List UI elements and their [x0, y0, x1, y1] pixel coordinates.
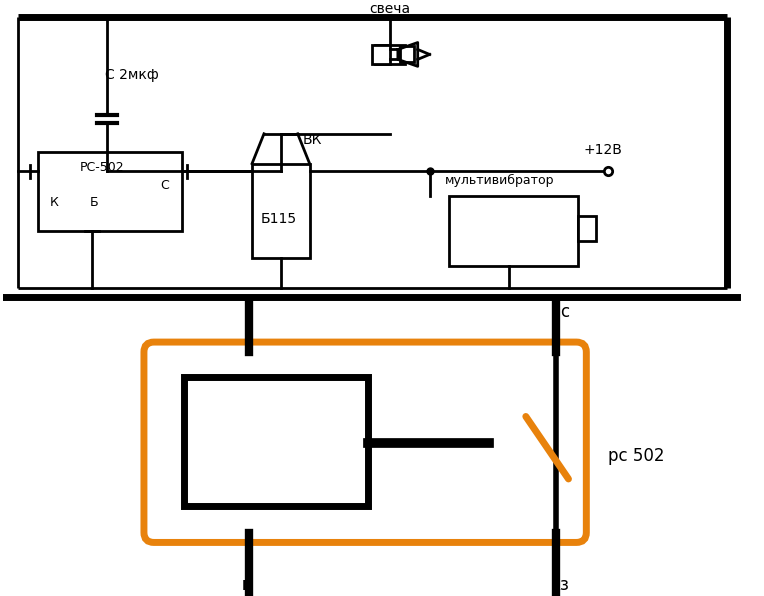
Text: свеча: свеча: [369, 2, 410, 15]
Text: Б: Б: [89, 196, 98, 209]
Bar: [372, 45, 390, 64]
Bar: [578, 216, 596, 241]
Text: ВК: ВК: [303, 133, 322, 147]
Text: РС-502: РС-502: [79, 162, 124, 175]
FancyBboxPatch shape: [144, 342, 586, 542]
Text: кз: кз: [551, 576, 569, 594]
Bar: [252, 163, 309, 257]
Bar: [183, 377, 368, 506]
Text: +12В: +12В: [584, 142, 622, 157]
Text: Б115: Б115: [261, 212, 297, 226]
Bar: [375, 45, 405, 64]
Bar: [37, 151, 182, 231]
Text: мультивибратор: мультивибратор: [445, 174, 554, 187]
Text: к: к: [241, 576, 251, 594]
Text: с: с: [561, 303, 570, 321]
Bar: [400, 46, 414, 63]
Text: С 2мкф: С 2мкф: [105, 68, 159, 82]
Text: С: С: [160, 179, 169, 193]
Text: рс 502: рс 502: [608, 447, 665, 465]
Bar: [449, 196, 578, 266]
Text: К: К: [50, 196, 59, 209]
Text: к: к: [241, 576, 251, 594]
